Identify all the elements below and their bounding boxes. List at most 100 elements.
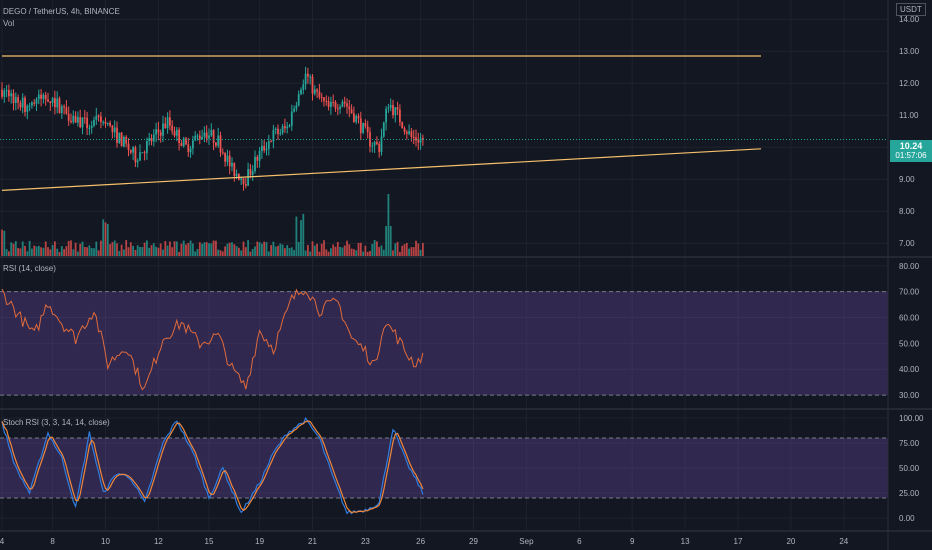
candle-body <box>403 128 406 132</box>
volume-bar <box>26 251 29 256</box>
volume-bar <box>362 251 364 256</box>
volume-bar <box>348 244 351 256</box>
volume-bar <box>224 246 226 256</box>
volume-bar <box>373 240 376 256</box>
stoch-d-series <box>1 420 424 514</box>
x-tick-label: 6 <box>577 537 582 546</box>
candle-body <box>67 113 70 121</box>
volume-bar <box>286 245 289 256</box>
rsi-line <box>1 288 424 391</box>
candle-body <box>408 131 410 134</box>
candle-body <box>378 143 381 153</box>
volume-legend[interactable]: Vol <box>3 19 15 28</box>
volume-bar <box>422 243 424 256</box>
volume-bar <box>410 247 413 256</box>
candle-body <box>258 151 261 161</box>
trendlines[interactable] <box>0 55 888 191</box>
candle-body <box>95 115 98 120</box>
stoch-rsi-legend[interactable]: Stoch RSI (3, 3, 14, 14, close) <box>3 418 110 427</box>
volume-bar <box>37 245 40 256</box>
volume-bar <box>290 247 293 256</box>
candle-body <box>164 123 167 129</box>
x-tick-label: 19 <box>255 537 264 546</box>
time-axis[interactable]: 4 8 10 12 15 19 21 23 26 29 Sep 6 9 13 17 20 24 <box>0 537 849 546</box>
candlesticks[interactable] <box>1 66 424 191</box>
volume-bar <box>10 242 13 256</box>
rsi-legend[interactable]: RSI (14, close) <box>3 264 56 273</box>
candle-body <box>304 73 307 85</box>
volume-bar <box>382 249 385 256</box>
x-tick-label: 13 <box>681 537 690 546</box>
candle-body <box>189 148 192 153</box>
volume-bar <box>189 240 192 256</box>
rsi-series <box>1 288 424 391</box>
candle-body <box>157 129 160 133</box>
candle-body <box>205 132 208 139</box>
candle-body <box>242 178 245 185</box>
candle-body <box>380 136 383 153</box>
volume-bar <box>323 240 325 256</box>
volume-bar <box>104 222 107 256</box>
quote-currency-button[interactable]: USDT <box>896 3 926 16</box>
candle-body <box>35 99 38 104</box>
candle-body <box>187 144 190 153</box>
volume-bar <box>40 247 42 256</box>
candle-body <box>51 98 54 103</box>
volume-bar <box>357 242 360 256</box>
volume-bar <box>405 242 408 256</box>
candle-body <box>249 169 252 175</box>
volume-bar <box>182 240 185 256</box>
candle-body <box>88 127 91 129</box>
volume-bar <box>129 242 132 256</box>
candle-body <box>265 148 268 151</box>
volume-bar <box>343 245 346 256</box>
candle-body <box>129 149 132 153</box>
candle-body <box>350 109 353 114</box>
volume-bar <box>51 244 54 256</box>
symbol-legend[interactable]: DEGO / TetherUS, 4h, BINANCE <box>3 7 120 16</box>
volume-bar <box>240 250 243 256</box>
volume-bar <box>70 240 72 256</box>
price-axis[interactable]: 7.00 8.00 9.00 11.00 12.00 13.00 14.00 30.00 40.… <box>899 15 924 523</box>
volume-bar <box>311 241 314 256</box>
candle-body <box>104 121 107 124</box>
volume-bar <box>162 249 164 256</box>
x-tick-label: 12 <box>154 537 163 546</box>
volume-bar <box>359 242 362 256</box>
volume-bar <box>325 249 328 256</box>
candle-body <box>97 115 100 117</box>
y-tick-label: 11.00 <box>899 111 919 120</box>
candle-body <box>141 152 144 154</box>
candle-body <box>155 129 157 135</box>
candle-body <box>5 90 8 92</box>
candle-body <box>194 135 197 141</box>
last-price-value: 10.24 <box>899 141 923 151</box>
candle-body <box>288 125 291 127</box>
volume-bar <box>102 219 105 256</box>
x-tick-label: 9 <box>630 537 635 546</box>
candle-body <box>401 122 404 129</box>
candle-body <box>284 126 286 129</box>
volume-bar <box>263 241 266 256</box>
candle-body <box>226 155 229 162</box>
candle-body <box>382 122 385 137</box>
candle-body <box>274 128 277 130</box>
candle-body <box>196 135 199 137</box>
volume-bar <box>139 247 141 256</box>
volume-bar <box>116 243 118 256</box>
volume-bar <box>231 242 233 256</box>
volume-bar <box>221 251 224 256</box>
volume-bar <box>123 249 125 256</box>
volume-bar <box>83 246 86 256</box>
candle-body <box>251 171 254 175</box>
volume-bar <box>387 194 390 256</box>
volume-bar <box>180 243 183 256</box>
candle-body <box>240 178 243 180</box>
candle-body <box>353 113 355 122</box>
volume-bar <box>293 250 295 256</box>
candle-body <box>72 115 75 123</box>
candle-body <box>392 104 394 116</box>
volume-bar <box>157 247 160 256</box>
